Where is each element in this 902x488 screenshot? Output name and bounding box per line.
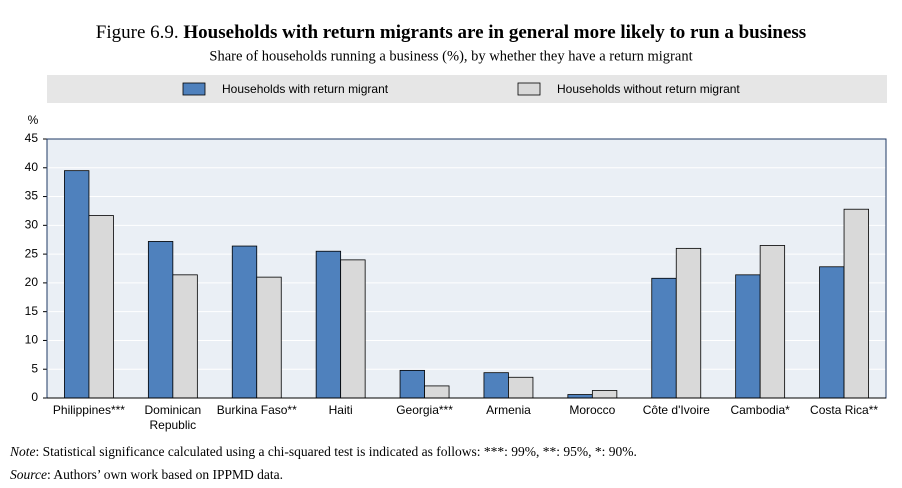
bar <box>231 245 258 399</box>
note: Note: Statistical significance calculate… <box>9 444 637 459</box>
bar <box>843 208 869 399</box>
x-tick-label: Georgia*** <box>396 403 453 417</box>
bar <box>64 170 90 399</box>
y-tick-label: 20 <box>25 275 39 289</box>
bar <box>256 276 282 399</box>
x-tick-label: Philippines*** <box>53 403 125 417</box>
bar <box>591 390 618 399</box>
x-tick-label: Armenia <box>486 403 531 417</box>
y-tick-label: 25 <box>25 246 39 260</box>
bar <box>340 259 366 399</box>
y-tick-label: 0 <box>31 390 38 404</box>
y-unit: % <box>28 113 39 127</box>
note-text: : Statistical significance calculated us… <box>36 444 637 459</box>
chart-subtitle: Share of households running a business (… <box>209 48 692 64</box>
bar <box>483 372 509 399</box>
bar <box>399 369 425 399</box>
y-tick-label: 10 <box>25 333 39 347</box>
bar <box>172 274 198 399</box>
x-tick-label: Haiti <box>329 403 353 417</box>
y-tick-label: 15 <box>25 304 39 318</box>
bar <box>675 247 702 399</box>
x-tick-label: Dominican Republic <box>144 403 201 432</box>
x-tick-label: Cambodia* <box>730 403 790 417</box>
legend-band <box>47 75 887 103</box>
bar <box>88 215 114 399</box>
source: Source: Authors’ own work based on IPPMD… <box>10 467 283 482</box>
y-tick-label: 45 <box>25 131 39 145</box>
source-label: Source <box>10 467 47 482</box>
x-tick-label: Côte d'Ivoire <box>643 403 710 417</box>
legend-label: Households without return migrant <box>557 82 740 96</box>
title-text: Households with return migrants are in g… <box>183 22 806 43</box>
bar <box>735 274 761 399</box>
y-tick-label: 35 <box>25 189 39 203</box>
legend-swatch <box>182 82 206 96</box>
y-tick-label: 5 <box>31 361 38 375</box>
title-prefix: Figure 6.9. <box>96 22 179 43</box>
x-tick-label: Burkina Faso** <box>217 403 297 417</box>
x-tick-label: Morocco <box>569 403 615 417</box>
x-tick-label: Costa Rica** <box>810 403 878 417</box>
chart-title: Figure 6.9. Households with return migra… <box>96 22 806 43</box>
bar <box>508 376 534 399</box>
bar <box>651 277 677 399</box>
bar <box>819 266 845 399</box>
y-tick-label: 40 <box>25 160 39 174</box>
legend-label: Households with return migrant <box>222 82 389 96</box>
bar <box>759 245 786 399</box>
bar <box>315 250 342 399</box>
legend-swatch <box>517 82 541 96</box>
bar <box>147 241 174 399</box>
bar <box>424 385 450 399</box>
source-text: : Authors’ own work based on IPPMD data. <box>47 467 283 482</box>
note-label: Note <box>9 444 36 459</box>
y-tick-label: 30 <box>25 218 39 232</box>
bar <box>567 394 593 399</box>
